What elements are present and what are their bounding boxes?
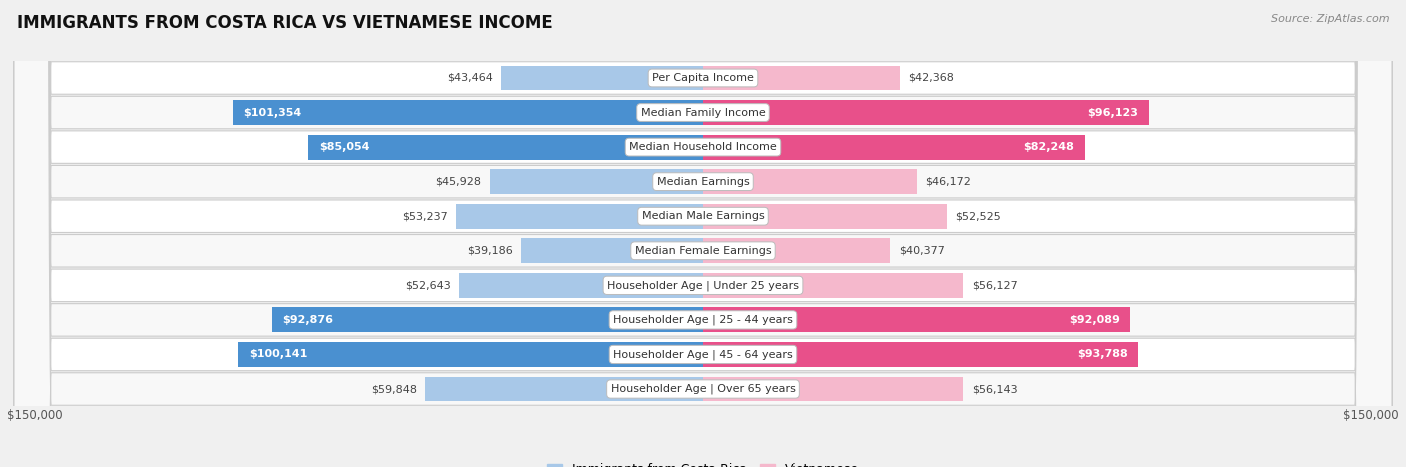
- FancyBboxPatch shape: [14, 0, 1392, 467]
- Text: $40,377: $40,377: [898, 246, 945, 256]
- Text: $52,643: $52,643: [405, 280, 450, 290]
- Text: $45,928: $45,928: [436, 177, 481, 187]
- FancyBboxPatch shape: [14, 0, 1392, 467]
- Text: Householder Age | 25 - 44 years: Householder Age | 25 - 44 years: [613, 315, 793, 325]
- Text: Householder Age | 45 - 64 years: Householder Age | 45 - 64 years: [613, 349, 793, 360]
- Bar: [703, 134, 1084, 160]
- Bar: [703, 65, 900, 91]
- Bar: [703, 100, 1149, 125]
- Text: $43,464: $43,464: [447, 73, 494, 83]
- Text: $92,089: $92,089: [1069, 315, 1119, 325]
- Text: $150,000: $150,000: [7, 409, 63, 422]
- Bar: [502, 65, 703, 91]
- Bar: [703, 307, 1130, 333]
- Bar: [233, 100, 703, 125]
- Text: Source: ZipAtlas.com: Source: ZipAtlas.com: [1271, 14, 1389, 24]
- Bar: [522, 238, 703, 263]
- Bar: [703, 342, 1139, 367]
- Text: Per Capita Income: Per Capita Income: [652, 73, 754, 83]
- Bar: [239, 342, 703, 367]
- Text: $85,054: $85,054: [319, 142, 370, 152]
- Text: $56,143: $56,143: [972, 384, 1018, 394]
- Bar: [703, 204, 946, 229]
- Bar: [703, 376, 963, 402]
- FancyBboxPatch shape: [14, 0, 1392, 467]
- Bar: [489, 169, 703, 194]
- FancyBboxPatch shape: [14, 0, 1392, 467]
- FancyBboxPatch shape: [14, 0, 1392, 467]
- FancyBboxPatch shape: [14, 0, 1392, 467]
- Text: IMMIGRANTS FROM COSTA RICA VS VIETNAMESE INCOME: IMMIGRANTS FROM COSTA RICA VS VIETNAMESE…: [17, 14, 553, 32]
- Text: $59,848: $59,848: [371, 384, 418, 394]
- Text: $92,876: $92,876: [283, 315, 333, 325]
- Text: $101,354: $101,354: [243, 107, 301, 118]
- Text: Householder Age | Over 65 years: Householder Age | Over 65 years: [610, 384, 796, 394]
- FancyBboxPatch shape: [14, 0, 1392, 467]
- Bar: [703, 273, 963, 298]
- Text: $82,248: $82,248: [1024, 142, 1074, 152]
- Legend: Immigrants from Costa Rica, Vietnamese: Immigrants from Costa Rica, Vietnamese: [547, 463, 859, 467]
- Text: Median Earnings: Median Earnings: [657, 177, 749, 187]
- Text: Median Female Earnings: Median Female Earnings: [634, 246, 772, 256]
- Text: $150,000: $150,000: [1343, 409, 1399, 422]
- Text: Median Family Income: Median Family Income: [641, 107, 765, 118]
- Bar: [273, 307, 703, 333]
- Bar: [703, 238, 890, 263]
- Text: $93,788: $93,788: [1077, 349, 1128, 360]
- Text: $39,186: $39,186: [467, 246, 513, 256]
- Text: $42,368: $42,368: [908, 73, 953, 83]
- Text: $100,141: $100,141: [249, 349, 307, 360]
- Text: $56,127: $56,127: [972, 280, 1018, 290]
- Bar: [458, 273, 703, 298]
- Text: $96,123: $96,123: [1088, 107, 1139, 118]
- Text: $53,237: $53,237: [402, 211, 447, 221]
- Text: $52,525: $52,525: [955, 211, 1001, 221]
- Text: Householder Age | Under 25 years: Householder Age | Under 25 years: [607, 280, 799, 290]
- Bar: [456, 204, 703, 229]
- FancyBboxPatch shape: [14, 0, 1392, 467]
- Bar: [308, 134, 703, 160]
- Text: Median Household Income: Median Household Income: [628, 142, 778, 152]
- Bar: [426, 376, 703, 402]
- Text: Median Male Earnings: Median Male Earnings: [641, 211, 765, 221]
- FancyBboxPatch shape: [14, 0, 1392, 467]
- Text: $46,172: $46,172: [925, 177, 972, 187]
- FancyBboxPatch shape: [14, 0, 1392, 467]
- Bar: [703, 169, 917, 194]
